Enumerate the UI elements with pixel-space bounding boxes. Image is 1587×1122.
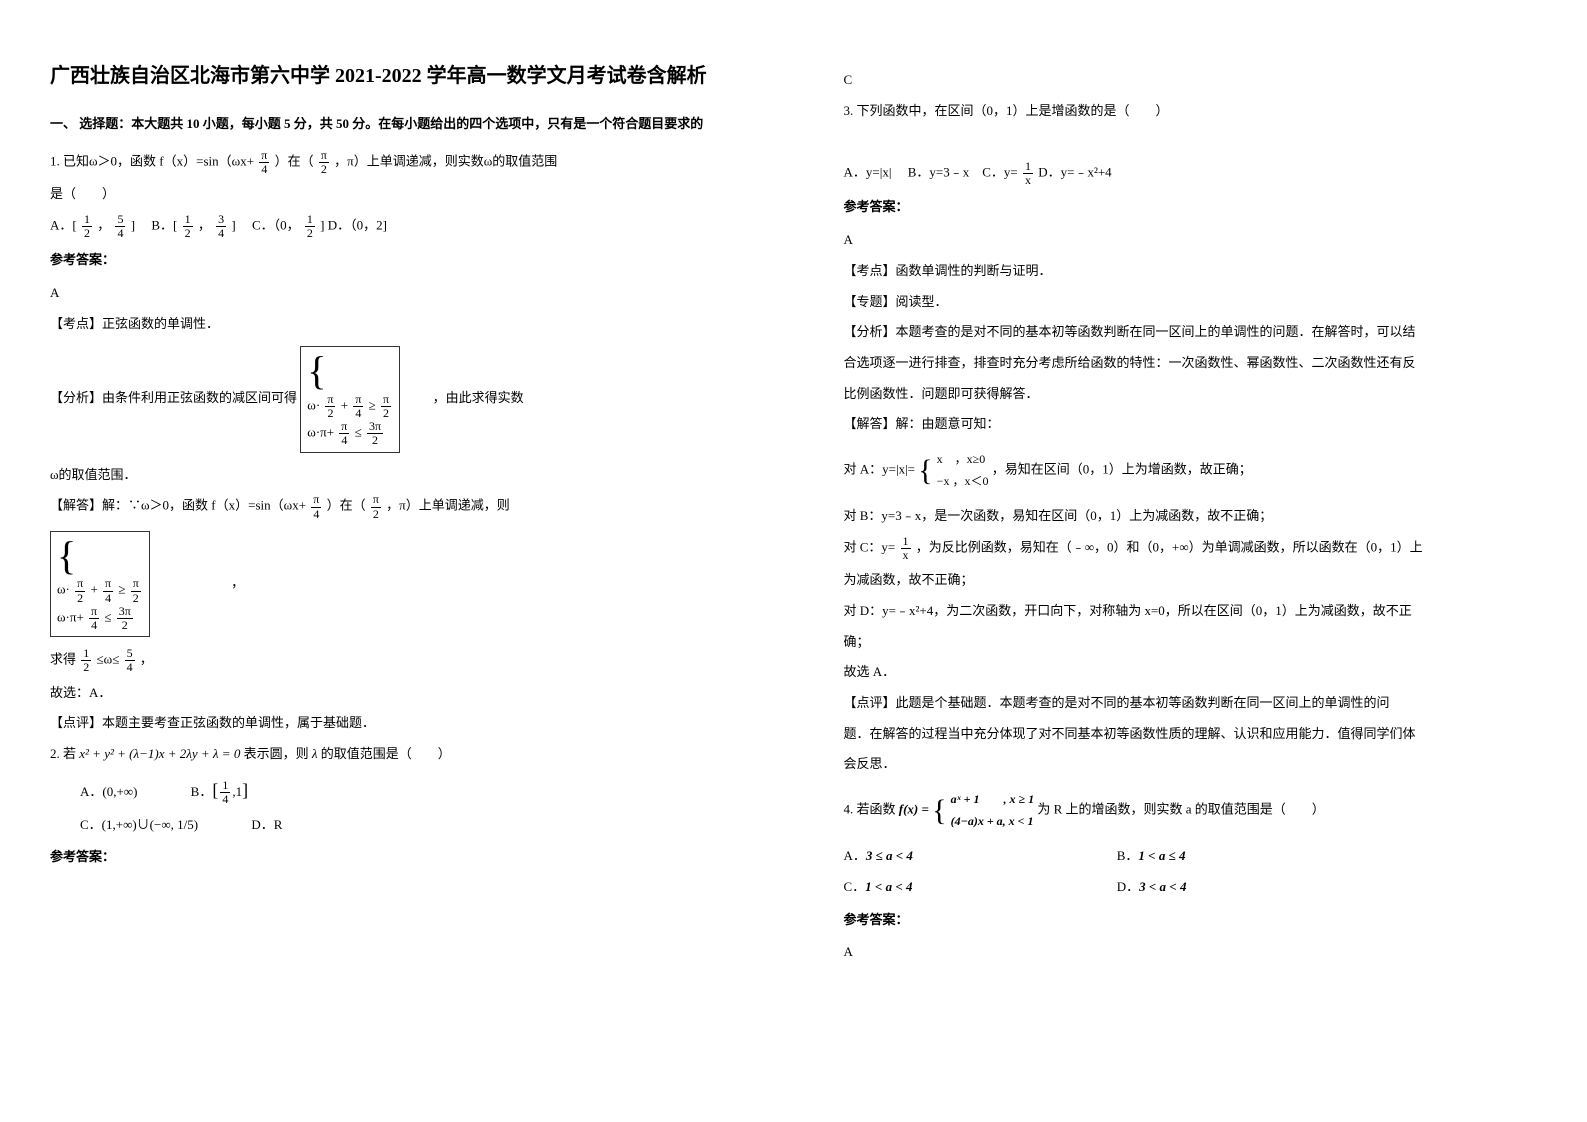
section-heading: 一、 选择题：本大题共 10 小题，每小题 5 分，共 50 分。在每小题给出的… (50, 112, 744, 137)
q3-jieda-D-2: 确； (844, 630, 1538, 655)
q3-jieda-B: 对 B：y=3﹣x，是一次函数，易知在区间（0，1）上为减函数，故不正确； (844, 504, 1538, 529)
answer-label-4: 参考答案： (844, 908, 1538, 933)
q3-jieda-C-2: 为减函数，故不正确； (844, 568, 1538, 593)
doc-title: 广西壮族自治区北海市第六中学 2021-2022 学年高一数学文月考试卷含解析 (50, 60, 744, 92)
q3-jieda-A: 对 A：y=|x|= { x ，x≥0 −x ，x＜0 ，易知在区间（0，1）上… (844, 443, 1538, 498)
q3-zhuanti: 【专题】阅读型． (844, 290, 1538, 315)
q3-options: A．y=|x| B．y=3﹣x C．y= 1x D．y=﹣x²+4 (844, 160, 1538, 187)
q3-dp-1: 【点评】此题是个基础题．本题考查的是对不同的基本初等函数判断在同一区间上的单调性… (844, 691, 1538, 716)
q2-answer: C (844, 68, 1538, 93)
frac-pi-4: π4 (259, 149, 269, 176)
left-column: 广西壮族自治区北海市第六中学 2021-2022 学年高一数学文月考试卷含解析 … (0, 0, 794, 1122)
q1-hence: 故选：A． (50, 681, 744, 706)
q1-fenxi: 【分析】由条件利用正弦函数的减区间可得 { ω· π2 + π4 ≥ π2 ω·… (50, 342, 744, 456)
q1-fenxi-l2: ω的取值范围． (50, 463, 744, 488)
system-box-2: { ω· π2 + π4 ≥ π2 ω·π+ π4 ≤ 3π2 (50, 531, 150, 637)
answer-label: 参考答案： (50, 248, 744, 273)
q3-dp-2: 题．在解答的过程当中充分体现了对不同基本初等函数性质的理解、认识和应用能力．值得… (844, 722, 1538, 747)
q2-expr: x² + y² + (λ−1)x + 2λy + λ = 0 (79, 746, 240, 761)
answer-label-3: 参考答案： (844, 195, 1538, 220)
q4-options-row2: C．1 < a < 4 D．3 < a < 4 (844, 875, 1538, 900)
frac-pi-2: π2 (319, 149, 329, 176)
q2-options-row2: C．(1,+∞)∪(−∞, 1/5) D．R (50, 813, 744, 838)
q1-jieda: 【解答】解：∵ω＞0，函数 f（x）=sin（ωx+ π4 ）在（ π2 ，π）… (50, 493, 744, 520)
q3-text: 3. 下列函数中，在区间（0，1）上是增函数的是（ ） (844, 99, 1538, 124)
q3-hence: 故选 A． (844, 660, 1538, 685)
q3-fenxi-2: 合选项逐一进行排查，排查时充分考虑所给函数的特性：一次函数性、幂函数性、二次函数… (844, 351, 1538, 376)
q3-fenxi-1: 【分析】本题考查的是对不同的基本初等函数判断在同一区间上的单调性的问题．在解答时… (844, 320, 1538, 345)
q1-suffix: 是（ ） (50, 182, 744, 207)
q1-answer: A (50, 281, 744, 306)
q4-options-row1: A．3 ≤ a < 4 B．1 < a ≤ 4 (844, 844, 1538, 869)
right-column: C 3. 下列函数中，在区间（0，1）上是增函数的是（ ） A．y=|x| B．… (794, 0, 1587, 1122)
q1-kaodian: 【考点】正弦函数的单调性． (50, 312, 744, 337)
q3-jieda-D-1: 对 D：y=﹣x²+4，为二次函数，开口向下，对称轴为 x=0，所以在区间（0，… (844, 599, 1538, 624)
q3-fenxi-3: 比例函数性．问题即可获得解答． (844, 382, 1538, 407)
answer-label-2: 参考答案： (50, 845, 744, 870)
q4-answer: A (844, 940, 1538, 965)
q3-kaodian: 【考点】函数单调性的判断与证明． (844, 259, 1538, 284)
q4-text: 4. 若函数 f(x) = { aˣ + 1 , x ≥ 1 (4−a)x + … (844, 783, 1538, 838)
q3-jieda-C: 对 C：y= 1x ，为反比例函数，易知在（﹣∞，0）和（0，+∞）为单调减函数… (844, 535, 1538, 562)
q1-text: 1. 已知ω＞0，函数 f（x）=sin（ωx+ π4 ）在（ π2 ，π）上单… (50, 149, 744, 176)
q2-options-row1: A．(0,+∞) B．[14,1] (50, 773, 744, 807)
q3-dp-3: 会反思． (844, 752, 1538, 777)
q2-text: 2. 若 x² + y² + (λ−1)x + 2λy + λ = 0 表示圆，… (50, 742, 744, 767)
q1-options: A．[ 12 ， 54 ] B．[ 12 ， 34 ] C．（0， 12 ] D… (50, 213, 744, 240)
q3-answer: A (844, 228, 1538, 253)
q1-dianping: 【点评】本题主要考查正弦函数的单调性，属于基础题． (50, 711, 744, 736)
q3-jieda-head: 【解答】解：由题意可知： (844, 412, 1538, 437)
q1-solve: 求得 12 ≤ω≤ 54 ， (50, 647, 744, 674)
system-box-1: { ω· π2 + π4 ≥ π2 ω·π+ π4 ≤ 3π2 (300, 346, 400, 452)
